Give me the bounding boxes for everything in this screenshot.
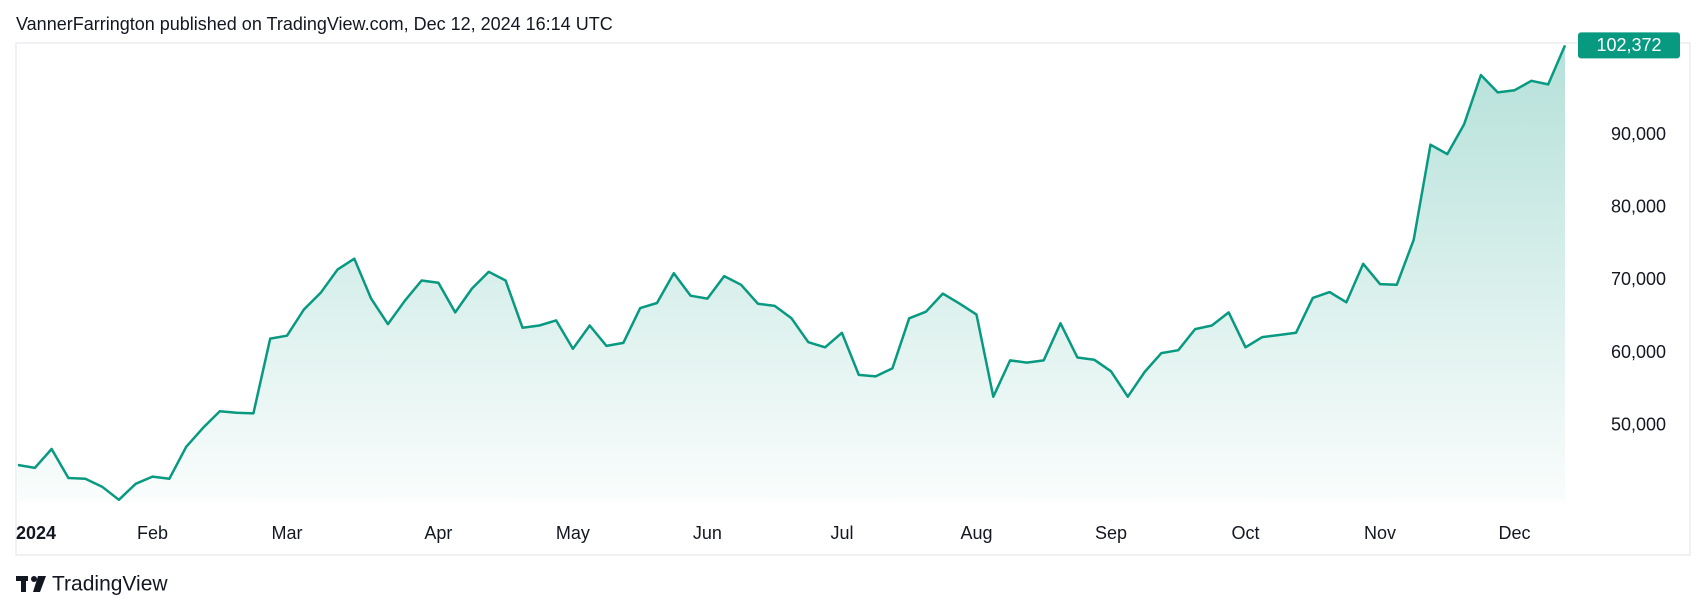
x-tick-label: Feb: [137, 523, 168, 543]
x-tick-label: 2024: [16, 523, 56, 543]
x-tick-label: Jun: [693, 523, 722, 543]
x-tick-label: Apr: [424, 523, 452, 543]
x-tick-label: Nov: [1364, 523, 1396, 543]
x-tick-label: Mar: [272, 523, 303, 543]
logo: [16, 576, 46, 592]
y-tick-label: 70,000: [1611, 269, 1666, 289]
footer-brand: TradingView: [52, 573, 168, 596]
x-tick-label: May: [556, 523, 590, 543]
last-price-label: 102,372: [1596, 35, 1661, 55]
x-tick-label: Dec: [1499, 523, 1531, 543]
x-tick-label: Oct: [1232, 523, 1260, 543]
y-tick-label: 90,000: [1611, 124, 1666, 144]
y-tick-label: 80,000: [1611, 197, 1666, 217]
price-line: [17, 44, 1567, 502]
y-tick-label: 50,000: [1611, 414, 1666, 434]
x-tick-label: Sep: [1095, 523, 1127, 543]
header: VannerFarrington published on TradingVie…: [16, 14, 613, 34]
last-price-box: [1578, 32, 1680, 59]
chart-frame: [15, 42, 1691, 556]
y-tick-label: 60,000: [1611, 342, 1666, 362]
area: [18, 45, 1565, 503]
x-tick-label: Jul: [830, 523, 853, 543]
x-tick-label: Aug: [960, 523, 992, 543]
